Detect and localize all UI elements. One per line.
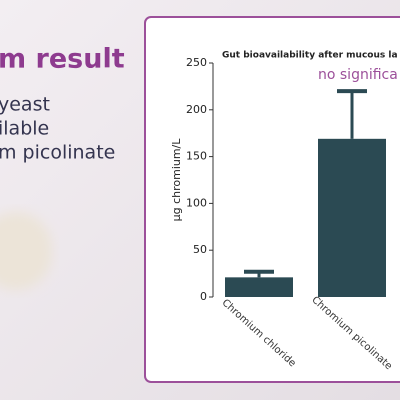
heading: m result — [0, 44, 125, 75]
y-tick-label: 250 — [186, 56, 207, 69]
bar — [318, 138, 386, 297]
y-tick-label: 150 — [186, 150, 207, 163]
y-tick-label: 50 — [193, 243, 207, 256]
y-tick-label: 100 — [186, 196, 207, 209]
chart-title: Gut bioavailability after mucous la — [222, 51, 398, 61]
y-axis-label: µg chromium/L — [170, 138, 183, 222]
text-line: m picolinate — [0, 142, 115, 164]
capsule — [0, 212, 52, 290]
text-line: ilable — [0, 118, 49, 140]
annotation: no significa — [318, 67, 398, 83]
y-tick-label: 0 — [200, 290, 207, 303]
text-line: yeast — [0, 94, 50, 116]
y-tick-label: 200 — [186, 103, 207, 116]
bar — [225, 277, 293, 297]
